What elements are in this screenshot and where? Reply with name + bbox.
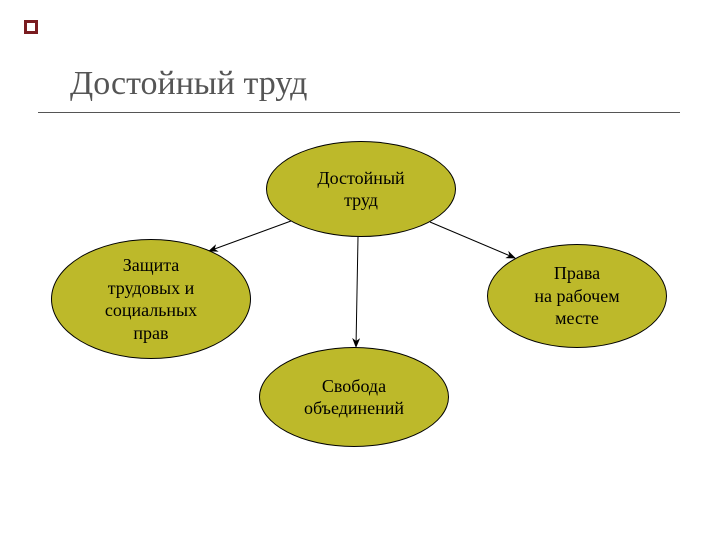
diagram-node-label: Достойный труд bbox=[317, 167, 404, 212]
diagram-node-label: Свобода объединений bbox=[304, 375, 404, 420]
diagram-node-root: Достойный труд bbox=[266, 141, 456, 237]
diagram-node-protect: Защита трудовых и социальных прав bbox=[51, 239, 251, 359]
diagram-edge bbox=[430, 222, 515, 258]
diagram-node-freedom: Свобода объединений bbox=[259, 347, 449, 447]
diagram-node-label: Защита трудовых и социальных прав bbox=[105, 254, 197, 344]
diagram-node-label: Права на рабочем месте bbox=[534, 262, 619, 330]
diagram-node-rights: Права на рабочем месте bbox=[487, 244, 667, 348]
decent-work-diagram: Достойный труд Защита трудовых и социальн… bbox=[0, 0, 720, 540]
diagram-edge bbox=[356, 237, 358, 347]
diagram-edge bbox=[209, 221, 291, 251]
